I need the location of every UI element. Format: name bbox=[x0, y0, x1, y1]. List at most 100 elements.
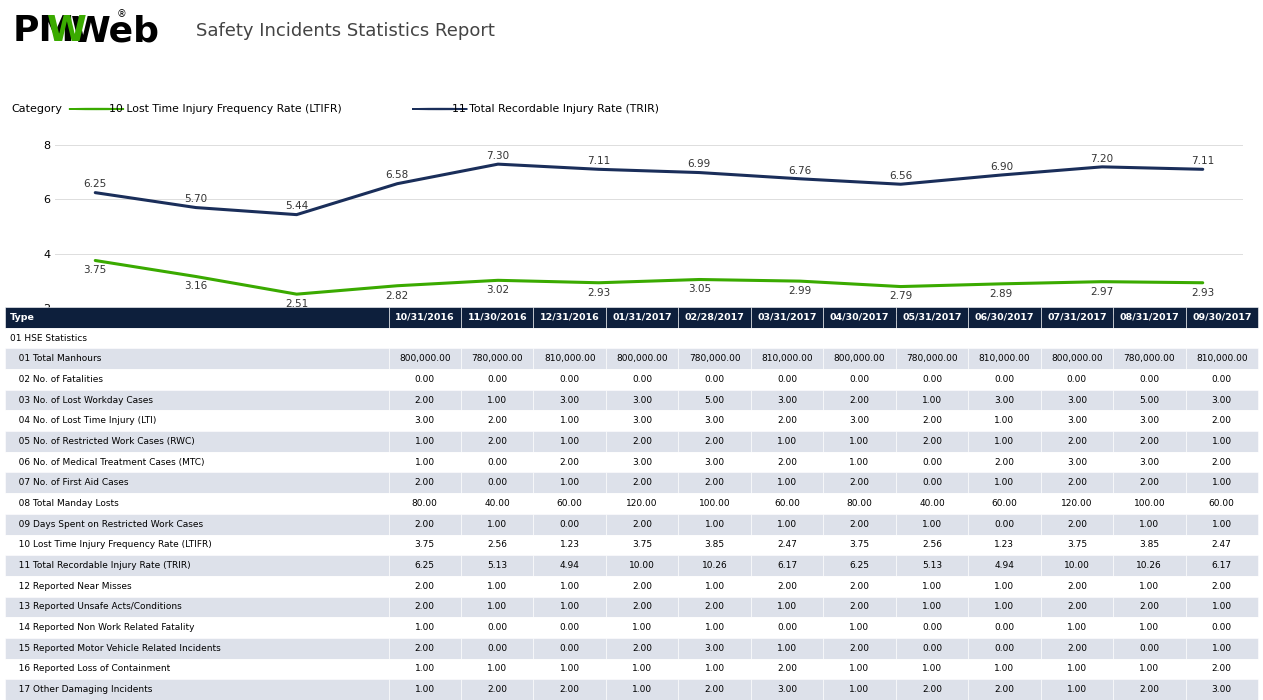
Text: 780,000.00: 780,000.00 bbox=[906, 354, 957, 363]
Text: 2.00: 2.00 bbox=[488, 437, 508, 446]
Text: 1.00: 1.00 bbox=[488, 519, 508, 528]
Bar bbox=[5, 555, 389, 576]
Text: 05 No. of Restricted Work Cases (RWC): 05 No. of Restricted Work Cases (RWC) bbox=[10, 437, 195, 446]
Bar bbox=[1186, 494, 1258, 514]
Bar bbox=[1186, 328, 1258, 349]
Text: 810,000.00: 810,000.00 bbox=[544, 354, 596, 363]
Bar bbox=[823, 617, 895, 638]
Bar bbox=[750, 328, 823, 349]
Text: 09/30/2017: 09/30/2017 bbox=[1192, 313, 1252, 322]
Text: 3.00: 3.00 bbox=[705, 458, 725, 467]
Text: 2.00: 2.00 bbox=[850, 582, 869, 591]
Text: 1.00: 1.00 bbox=[488, 664, 508, 673]
Bar bbox=[5, 369, 389, 390]
Text: 3.75: 3.75 bbox=[850, 540, 869, 550]
Bar bbox=[606, 576, 678, 596]
Bar bbox=[678, 307, 750, 328]
Text: 1.00: 1.00 bbox=[1067, 664, 1087, 673]
Bar bbox=[5, 473, 389, 494]
Text: 1.00: 1.00 bbox=[994, 603, 1014, 611]
Text: 1.00: 1.00 bbox=[705, 582, 725, 591]
Bar bbox=[606, 410, 678, 431]
Bar bbox=[895, 659, 969, 679]
Bar bbox=[461, 494, 533, 514]
Bar bbox=[5, 659, 389, 679]
Bar bbox=[5, 328, 389, 349]
Bar bbox=[678, 390, 750, 410]
Bar bbox=[1041, 494, 1113, 514]
Bar bbox=[678, 410, 750, 431]
Text: 3.00: 3.00 bbox=[1139, 416, 1159, 426]
Text: 2.00: 2.00 bbox=[1067, 437, 1087, 446]
Text: 2.00: 2.00 bbox=[850, 603, 869, 611]
Text: 0.00: 0.00 bbox=[922, 623, 942, 632]
Bar bbox=[823, 307, 895, 328]
Text: 0.00: 0.00 bbox=[994, 623, 1014, 632]
Text: 800,000.00: 800,000.00 bbox=[616, 354, 668, 363]
Bar bbox=[750, 473, 823, 494]
Text: 780,000.00: 780,000.00 bbox=[1124, 354, 1175, 363]
Bar bbox=[1186, 410, 1258, 431]
Bar bbox=[1041, 473, 1113, 494]
Text: 08 Total Manday Losts: 08 Total Manday Losts bbox=[10, 499, 119, 508]
Bar bbox=[678, 576, 750, 596]
Text: 1.00: 1.00 bbox=[560, 437, 580, 446]
Bar bbox=[461, 617, 533, 638]
Text: 2.93: 2.93 bbox=[587, 288, 610, 298]
Text: Safety Incidents Statistics Report: Safety Incidents Statistics Report bbox=[196, 22, 495, 40]
Bar bbox=[895, 369, 969, 390]
Text: 02/28/2017: 02/28/2017 bbox=[685, 313, 745, 322]
Text: 07 No. of First Aid Cases: 07 No. of First Aid Cases bbox=[10, 478, 129, 487]
Text: 03 No. of Lost Workday Cases: 03 No. of Lost Workday Cases bbox=[10, 395, 153, 405]
Bar bbox=[461, 431, 533, 452]
Text: 11/30/2016: 11/30/2016 bbox=[467, 313, 527, 322]
Text: 1.00: 1.00 bbox=[777, 644, 797, 653]
Bar bbox=[389, 596, 461, 617]
Bar bbox=[750, 555, 823, 576]
Text: 4.94: 4.94 bbox=[560, 561, 580, 570]
Text: PM: PM bbox=[13, 14, 75, 48]
Bar bbox=[461, 555, 533, 576]
Bar bbox=[5, 679, 389, 700]
Bar bbox=[750, 596, 823, 617]
Text: 1.00: 1.00 bbox=[922, 519, 942, 528]
Text: 1.00: 1.00 bbox=[414, 437, 434, 446]
Text: 2.82: 2.82 bbox=[385, 290, 409, 300]
Bar bbox=[389, 390, 461, 410]
Text: 3.75: 3.75 bbox=[83, 265, 107, 275]
Text: 2.00: 2.00 bbox=[633, 437, 652, 446]
Text: 2.00: 2.00 bbox=[1139, 685, 1159, 694]
Text: 2.00: 2.00 bbox=[922, 437, 942, 446]
Bar bbox=[969, 307, 1041, 328]
Text: 1.00: 1.00 bbox=[922, 582, 942, 591]
Text: 1.00: 1.00 bbox=[850, 458, 869, 467]
Bar bbox=[533, 390, 606, 410]
Bar bbox=[1113, 307, 1186, 328]
Text: 0.00: 0.00 bbox=[922, 478, 942, 487]
Bar bbox=[461, 473, 533, 494]
Text: 10/31/2016: 10/31/2016 bbox=[395, 313, 455, 322]
Bar bbox=[969, 494, 1041, 514]
Bar bbox=[461, 307, 533, 328]
Bar bbox=[895, 679, 969, 700]
Text: 2.00: 2.00 bbox=[705, 603, 725, 611]
Bar bbox=[895, 349, 969, 369]
Bar bbox=[533, 494, 606, 514]
Bar bbox=[5, 576, 389, 596]
Bar bbox=[1113, 349, 1186, 369]
Bar bbox=[678, 494, 750, 514]
Text: 07/31/2017: 07/31/2017 bbox=[1047, 313, 1106, 322]
Text: 5.44: 5.44 bbox=[285, 202, 308, 211]
Text: 6.58: 6.58 bbox=[385, 170, 409, 181]
Bar bbox=[823, 514, 895, 535]
Text: 1.00: 1.00 bbox=[850, 437, 869, 446]
Bar bbox=[1041, 659, 1113, 679]
Text: 2.99: 2.99 bbox=[788, 286, 812, 296]
Text: 2.00: 2.00 bbox=[1211, 582, 1231, 591]
Text: 2.00: 2.00 bbox=[850, 478, 869, 487]
Text: 2.00: 2.00 bbox=[414, 644, 434, 653]
Bar bbox=[1113, 659, 1186, 679]
Bar bbox=[389, 617, 461, 638]
Text: 0.00: 0.00 bbox=[488, 623, 508, 632]
Text: 780,000.00: 780,000.00 bbox=[471, 354, 523, 363]
